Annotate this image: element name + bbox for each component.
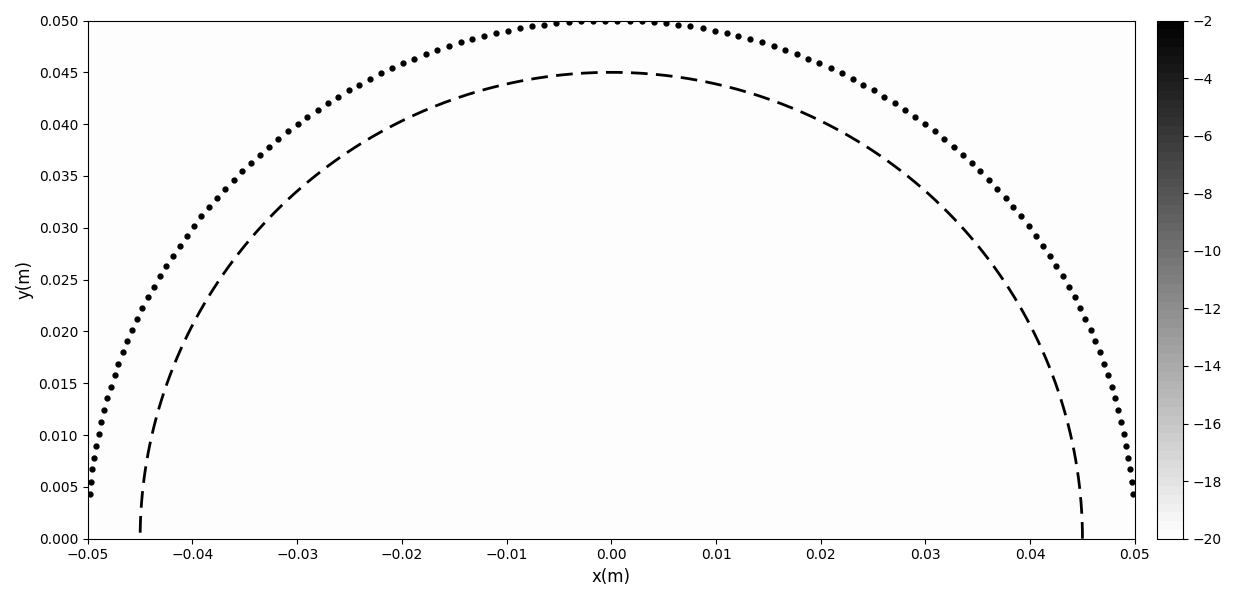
Y-axis label: y(m): y(m) [15,260,33,299]
X-axis label: x(m): x(m) [591,568,631,586]
